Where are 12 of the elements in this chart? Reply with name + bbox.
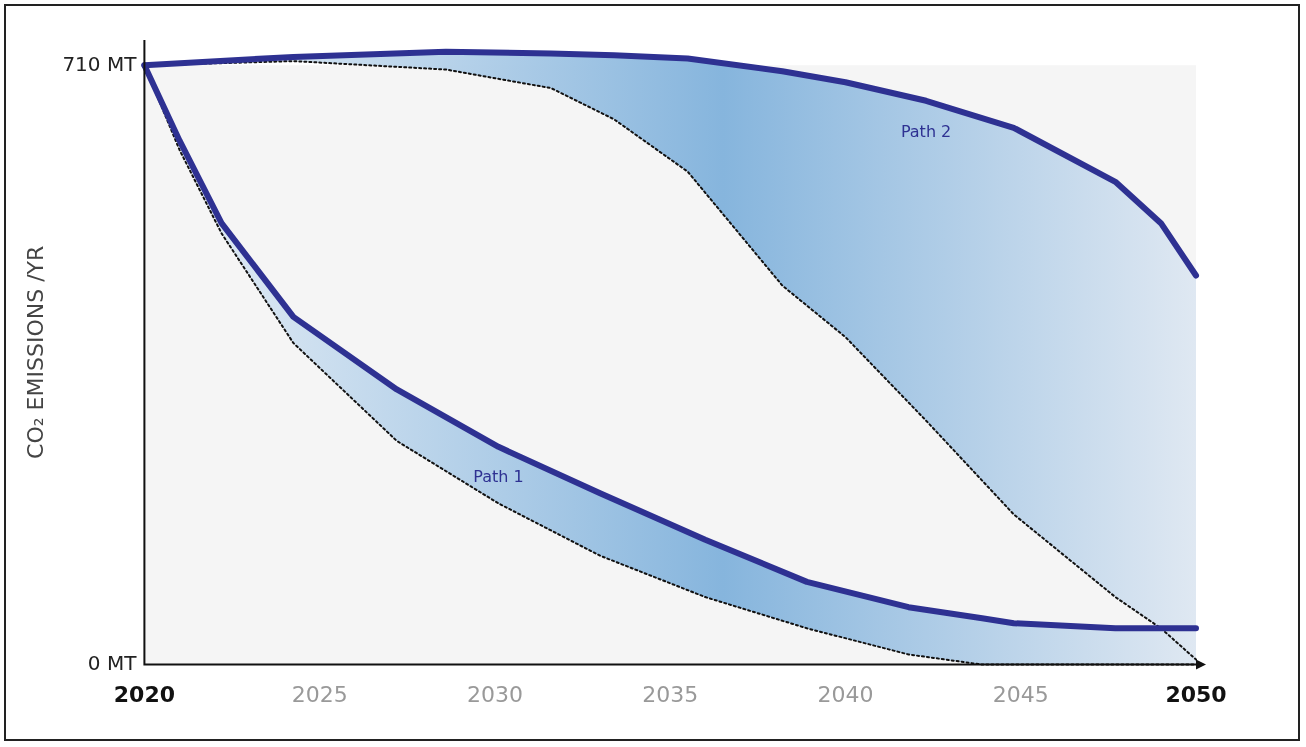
x-tick-label: 2035 [642, 681, 699, 707]
y-axis-title: CO₂ EMISSIONS /YR [22, 245, 48, 459]
x-tick-label: 2040 [817, 681, 874, 707]
series-label: Path 1 [473, 467, 524, 487]
x-tick-label: 2020 [113, 681, 176, 707]
series-label: Path 2 [900, 121, 952, 141]
x-tick-label: 2045 [992, 681, 1049, 707]
y-tick-label: 0 MT [87, 650, 138, 675]
x-tick-label: 2050 [1165, 681, 1227, 707]
y-tick-label: 710 MT [62, 51, 138, 76]
x-tick-label: 2030 [466, 681, 523, 707]
x-tick-label: 2025 [291, 681, 348, 707]
